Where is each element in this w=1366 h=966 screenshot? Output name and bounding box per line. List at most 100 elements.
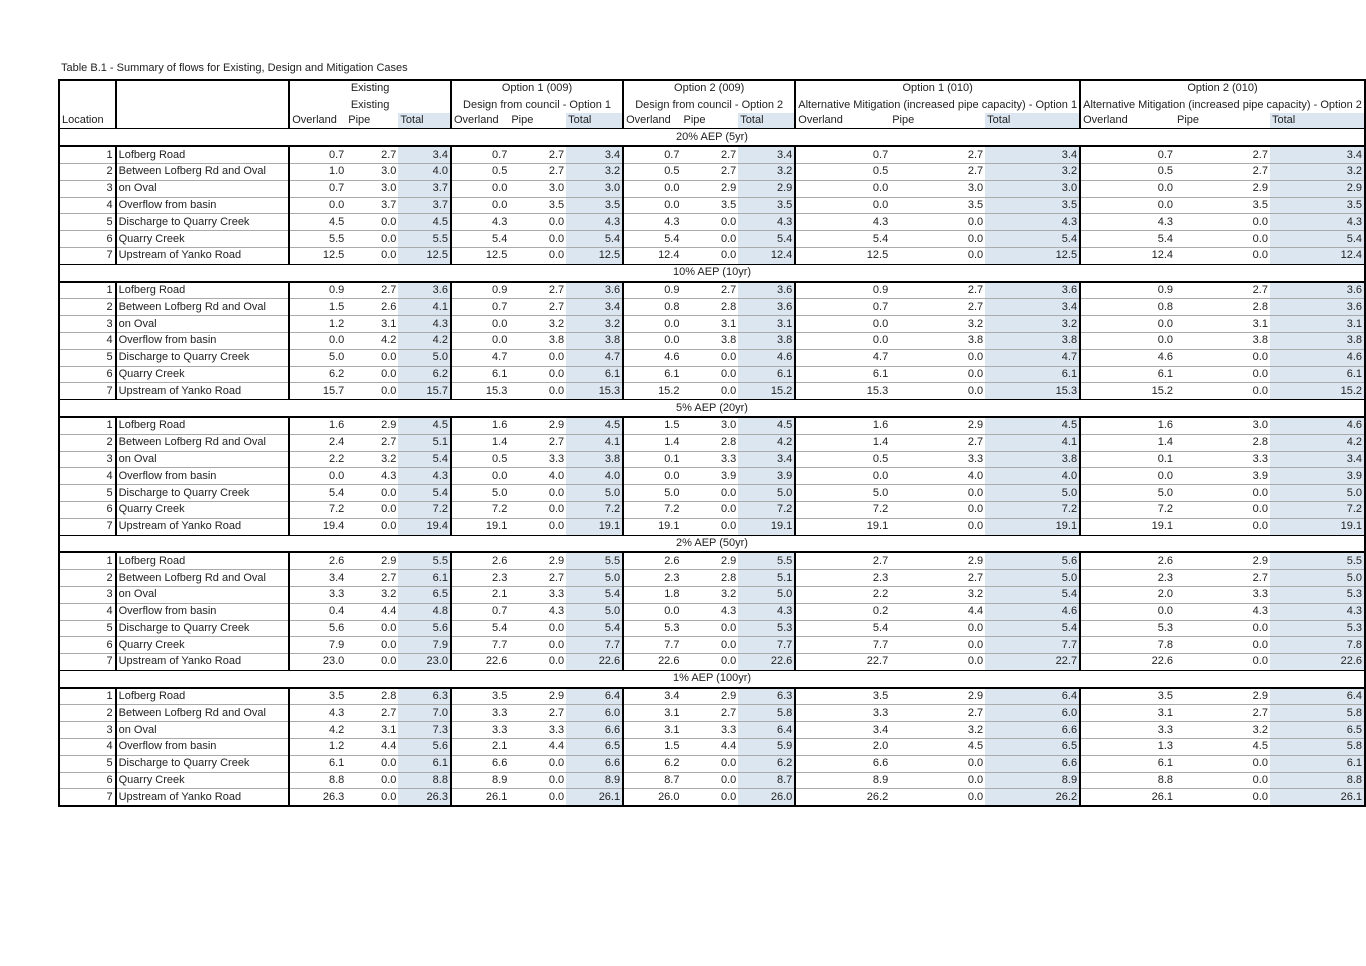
pipe-value: 0.0	[1175, 620, 1270, 638]
overland-value: 15.2	[623, 382, 682, 401]
total-value: 26.1	[1269, 788, 1366, 808]
overland-value: 4.5	[289, 213, 347, 232]
total-value: 26.2	[985, 788, 1082, 808]
overland-value: 4.6	[1080, 349, 1176, 367]
total-value: 6.2	[738, 755, 797, 773]
pipe-value: 0.0	[681, 636, 739, 655]
overland-value: 15.7	[289, 382, 347, 401]
overland-value: 3.4	[795, 721, 891, 740]
overland-value: 2.3	[1080, 569, 1176, 587]
header-blank	[58, 96, 117, 113]
pipe-value: 3.5	[509, 197, 567, 215]
overland-value: 0.0	[795, 197, 891, 215]
overland-value: 26.1	[450, 788, 510, 808]
overland-value: 2.6	[623, 552, 682, 571]
pipe-value: 0.0	[509, 636, 567, 655]
table-caption: Table B.1 - Summary of flows for Existin…	[61, 62, 408, 74]
total-value: 7.0	[398, 704, 452, 723]
table-row: 2 Between Lofberg Rd and Oval 1.5 2.6 4.1 0.7…	[58, 298, 1366, 317]
location-name: Upstream of Yanko Road	[115, 518, 291, 536]
total-value: 7.2	[566, 501, 625, 519]
pipe-value: 0.0	[509, 230, 567, 248]
pipe-value: 0.0	[681, 772, 739, 790]
pipe-value: 0.0	[1175, 653, 1270, 671]
total-value: 6.4	[985, 687, 1082, 706]
total-value: 4.5	[566, 416, 625, 435]
total-value: 5.4	[738, 230, 797, 248]
location-id: 6	[58, 230, 117, 248]
total-value: 5.6	[398, 738, 452, 756]
table-row: 1 Lofberg Road 1.6 2.9 4.5 1.6 2.9 4.5 1.5 3.0 4.5…	[58, 416, 1366, 435]
group-title: Option 2 (010)	[1080, 79, 1366, 97]
overland-value: 0.0	[450, 315, 510, 333]
pipe-value: 0.0	[346, 755, 399, 773]
table-row: 7 Upstream of Yanko Road 12.5 0.0 12.5 12.5 0.…	[58, 247, 1366, 265]
total-value: 6.0	[985, 704, 1082, 723]
total-value: 5.4	[566, 230, 625, 248]
pipe-value: 0.0	[890, 213, 986, 232]
overland-value: 0.0	[1080, 315, 1176, 333]
overland-value: 1.2	[289, 315, 347, 333]
overland-value: 0.2	[795, 603, 891, 621]
overland-value: 2.3	[450, 569, 510, 587]
overland-value: 1.2	[289, 738, 347, 756]
overland-value: 4.2	[289, 721, 347, 740]
table-row: 5 Discharge to Quarry Creek 4.5 0.0 4.5 4.3 0.…	[58, 213, 1366, 232]
overland-value: 0.0	[1080, 467, 1176, 486]
pipe-value: 2.7	[890, 298, 986, 317]
total-value: 19.1	[738, 518, 797, 536]
total-value: 6.4	[738, 721, 797, 740]
overland-value: 6.6	[795, 755, 891, 773]
pipe-value: 0.0	[890, 247, 986, 265]
location-id: 1	[58, 687, 117, 706]
location-id: 5	[58, 213, 117, 232]
overland-value: 2.1	[450, 738, 510, 756]
overland-value: 0.5	[1080, 163, 1176, 181]
pipe-value: 3.1	[681, 315, 739, 333]
overland-value: 1.6	[450, 416, 510, 435]
overland-value: 0.0	[795, 180, 891, 198]
pipe-value: 2.9	[890, 416, 986, 435]
location-name: Discharge to Quarry Creek	[115, 213, 291, 232]
overland-value: 0.7	[289, 146, 347, 164]
overland-value: 26.1	[1080, 788, 1176, 808]
overland-value: 5.4	[1080, 230, 1176, 248]
total-value: 6.3	[398, 687, 452, 706]
pipe-value: 3.3	[509, 721, 567, 740]
overland-value: 4.7	[450, 349, 510, 367]
total-value: 4.8	[398, 603, 452, 621]
total-value: 3.5	[985, 197, 1082, 215]
pipe-value: 3.2	[681, 586, 739, 604]
table-row: 2 Between Lofberg Rd and Oval 2.4 2.7 5.1 1.4…	[58, 434, 1366, 452]
total-value: 12.4	[738, 247, 797, 265]
overland-value: 7.2	[795, 501, 891, 519]
table-row: 7 Upstream of Yanko Road 15.7 0.0 15.7 15.3 0.…	[58, 382, 1366, 401]
total-value: 6.1	[1269, 755, 1366, 773]
pipe-value: 3.2	[890, 586, 986, 604]
pipe-value: 3.5	[890, 197, 986, 215]
total-value: 6.2	[398, 366, 452, 384]
total-value: 22.6	[1269, 653, 1366, 671]
pipe-value: 0.0	[346, 636, 399, 655]
total-value: 5.3	[738, 620, 797, 638]
overland-value: 0.0	[450, 180, 510, 198]
section-header-row: 20% AEP (5yr)	[58, 128, 1366, 148]
total-value: 4.3	[1269, 603, 1366, 621]
overland-value: 0.5	[795, 163, 891, 181]
total-value: 5.4	[566, 586, 625, 604]
total-value: 22.7	[985, 653, 1082, 671]
pipe-value: 0.0	[1175, 230, 1270, 248]
total-value: 3.2	[1269, 163, 1366, 181]
overland-value: 0.9	[450, 281, 510, 300]
pipe-value: 3.7	[346, 197, 399, 215]
overland-value: 26.0	[623, 788, 682, 808]
pipe-value: 2.7	[346, 704, 399, 723]
table-row: 5 Discharge to Quarry Creek 5.4 0.0 5.4 5.0 0.…	[58, 484, 1366, 502]
table-body: Existing Option 1 (009) Option 2 (009) Opti…	[58, 79, 1366, 808]
pipe-value: 3.3	[509, 586, 567, 604]
total-value: 4.1	[985, 434, 1082, 452]
overland-value: 6.1	[450, 366, 510, 384]
overland-value: 19.4	[289, 518, 347, 536]
pipe-value: 0.0	[681, 484, 739, 502]
pipe-value: 3.9	[1175, 467, 1270, 486]
